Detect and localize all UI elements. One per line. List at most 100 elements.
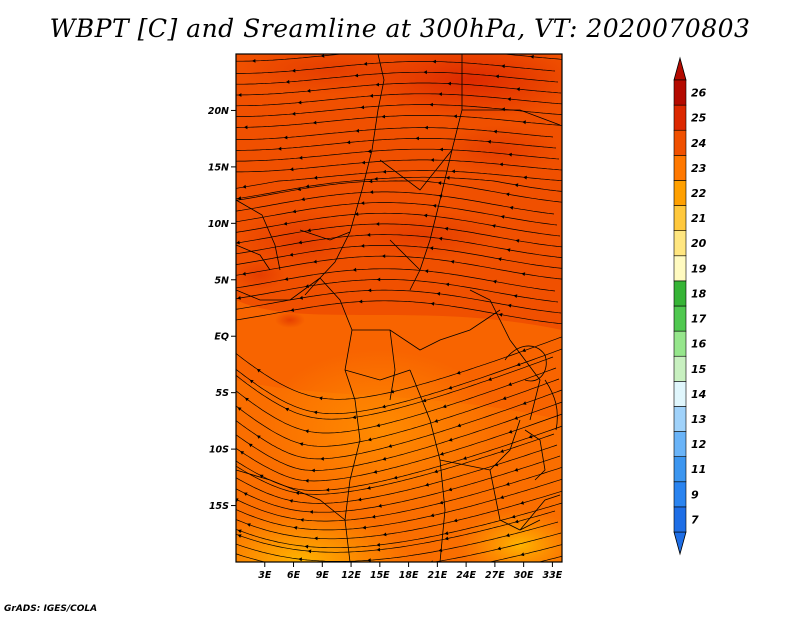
streamline-arrow: [425, 482, 429, 487]
streamline-arrow: [232, 542, 236, 546]
colorbar-label: 15: [691, 363, 707, 376]
streamline-arrow: [491, 224, 496, 228]
streamline-arrow: [299, 442, 304, 447]
streamline-arrow: [367, 288, 372, 293]
streamline-arrow: [495, 74, 499, 79]
lon-tick-label: 6E: [287, 570, 301, 581]
streamline: [236, 433, 555, 495]
streamline-arrow: [352, 415, 356, 420]
streamline-arrow: [305, 184, 310, 189]
streamline-arrow: [289, 565, 293, 569]
streamline-arrow: [438, 236, 443, 241]
streamline-arrow: [453, 518, 458, 523]
streamline-arrow: [507, 303, 512, 308]
streamline: [236, 54, 562, 62]
map-frame: [235, 53, 563, 563]
streamline-arrow: [289, 499, 293, 503]
streamline-arrow: [448, 487, 453, 492]
streamline-arrow: [291, 68, 296, 73]
streamline-arrow: [237, 407, 242, 411]
colorbar-swatch: [673, 506, 687, 533]
streamline-arrow: [444, 226, 449, 231]
colorbar-swatch: [673, 129, 687, 156]
streamline: [236, 268, 556, 292]
colorbar-label: 12: [691, 438, 707, 451]
colorbar: 7 9 11 12 13 14 15 16 17 18 19 20 21 22 23 24 25 26: [673, 56, 707, 556]
streamline-arrow: [439, 147, 443, 152]
streamline-arrow: [390, 389, 395, 394]
streamline-arrow: [355, 128, 360, 133]
lon-tick-label: 33E: [543, 570, 563, 581]
colorbar-label: 14: [691, 388, 706, 401]
streamline-arrow: [256, 368, 261, 373]
streamline-arrow: [244, 397, 249, 402]
streamline-arrow: [325, 488, 330, 492]
streamline-arrow: [378, 503, 382, 508]
streamline-arrow: [447, 81, 451, 86]
lon-tick-label: 12E: [341, 570, 361, 581]
streamline-arrow: [512, 566, 516, 570]
streamline-arrow: [446, 175, 450, 180]
streamline-arrow: [283, 221, 288, 226]
streamline-arrow: [243, 125, 248, 130]
streamline-arrow: [440, 451, 444, 456]
lat-tick-label: 5S: [216, 388, 230, 399]
streamline-arrow: [290, 308, 295, 312]
streamline: [236, 510, 556, 553]
streamline-arrow: [451, 169, 455, 174]
colorbar-label: 11: [691, 463, 706, 476]
streamline: [236, 478, 562, 531]
streamline-arrow: [500, 495, 504, 499]
streamline-arrow: [514, 183, 519, 188]
streamline: [236, 279, 559, 303]
colorbar-swatch: [673, 456, 687, 483]
streamline-arrow: [462, 456, 467, 460]
lon-tick-label: 15E: [370, 570, 390, 581]
longitude-axis: 3E 6E 9E 12E 15E 18E 21E 24E 27E 30E 33E: [258, 562, 563, 581]
streamline-arrow: [229, 199, 233, 203]
streamline: [236, 245, 562, 269]
streamline: [236, 176, 562, 200]
streamline-arrow: [285, 407, 290, 412]
streamline-arrow: [438, 92, 442, 96]
streamline-arrow: [393, 475, 398, 480]
streamline-arrow: [493, 129, 497, 134]
lon-tick-label: 18E: [399, 570, 419, 581]
streamline: [236, 401, 562, 471]
streamline-arrow: [390, 48, 394, 52]
colorbar-swatch: [673, 79, 687, 106]
streamline-arrow: [373, 469, 378, 474]
streamline-arrow: [456, 370, 461, 375]
colorbar-swatch: [673, 180, 687, 206]
colorbar-label: 20: [691, 237, 707, 250]
streamline: [236, 223, 562, 248]
streamline-arrow: [297, 187, 301, 191]
streamline-arrow: [237, 196, 242, 200]
streamline-arrow: [298, 557, 302, 562]
streamline-arrow: [361, 568, 365, 572]
streamline-arrow: [505, 192, 510, 197]
streamline-arrow: [429, 102, 433, 107]
streamline-arrow: [508, 152, 512, 157]
streamline-arrow: [376, 423, 380, 428]
streamline-arrow: [448, 437, 453, 442]
colorbar-label: 18: [691, 287, 707, 300]
streamline-arrow: [320, 54, 325, 58]
streamline-arrow: [369, 190, 374, 194]
streamline: [236, 82, 562, 96]
streamlines: [229, 48, 562, 572]
streamline-arrow: [305, 429, 309, 434]
lat-tick-label: 10S: [209, 445, 229, 456]
colorbar-swatch: [673, 355, 687, 382]
lon-tick-label: 30E: [514, 570, 534, 581]
streamline-arrow: [357, 497, 362, 502]
streamline-arrow: [352, 267, 357, 272]
streamline-arrow: [442, 404, 447, 409]
streamline-arrow: [289, 167, 294, 172]
streamline-arrow: [229, 104, 233, 108]
streamline-arrow: [354, 212, 359, 216]
streamline-arrow: [423, 70, 427, 75]
streamline-arrow: [256, 435, 261, 439]
streamline-arrow: [259, 474, 264, 479]
